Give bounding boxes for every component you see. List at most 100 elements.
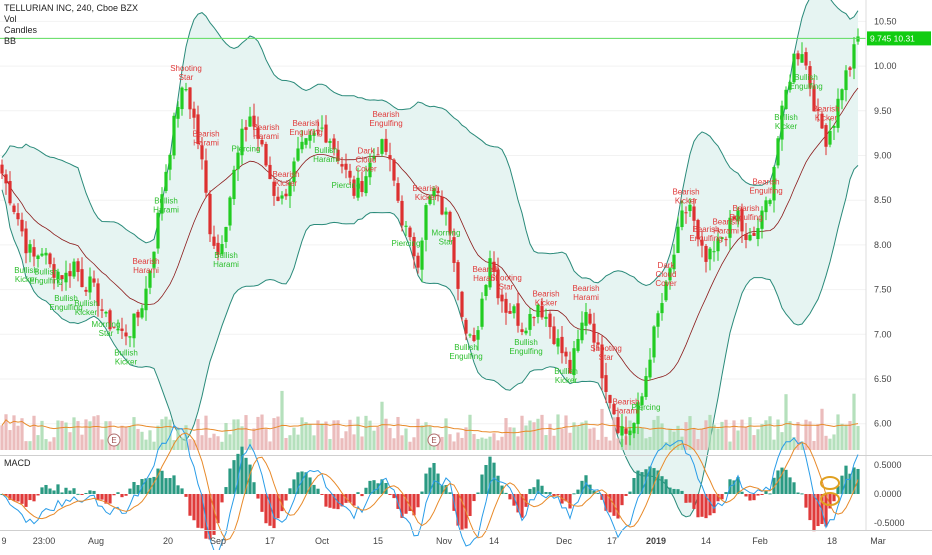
macd-histogram-bar: [484, 465, 488, 494]
candle-body: [524, 330, 528, 334]
candle-body: [468, 334, 472, 336]
macd-histogram-bar: [688, 494, 692, 503]
candle-body: [576, 338, 580, 351]
volume-bar: [848, 421, 852, 450]
macd-histogram-bar: [768, 493, 772, 495]
time-tick-label: 17: [607, 536, 617, 546]
volume-bar: [448, 434, 452, 450]
volume-bar: [88, 421, 92, 450]
volume-bar: [440, 436, 444, 450]
macd-histogram-bar: [436, 473, 440, 494]
candle-body: [752, 233, 756, 236]
candle-body: [648, 359, 652, 378]
candle-body: [384, 138, 388, 152]
legend-candles[interactable]: Candles: [4, 25, 38, 35]
volume-bar: [120, 425, 124, 450]
macd-histogram-bar: [508, 494, 512, 500]
pattern-label: Piercing: [232, 145, 261, 154]
volume-bar: [172, 440, 176, 450]
candle-body: [452, 237, 456, 263]
candle-body: [228, 197, 232, 226]
candle-body: [720, 237, 724, 240]
candle-body: [500, 294, 504, 302]
pattern-label: Bearish: [612, 397, 639, 406]
pattern-label: Bearish: [372, 110, 399, 119]
volume-bar: [660, 423, 664, 450]
price-tick-label: 6.50: [874, 374, 892, 384]
candle-body: [652, 326, 656, 358]
volume-bar: [92, 416, 96, 450]
volume-bar: [412, 437, 416, 450]
volume-bar: [708, 414, 712, 450]
macd-legend[interactable]: MACD: [4, 458, 31, 468]
candle-body: [636, 402, 640, 425]
candle-body: [0, 164, 4, 174]
macd-histogram-bar: [772, 477, 776, 494]
volume-bar: [672, 431, 676, 450]
macd-histogram-bar: [416, 494, 420, 508]
macd-histogram-bar: [776, 470, 780, 494]
candle-body: [448, 211, 452, 234]
time-tick-label: Oct: [315, 536, 330, 546]
candle-body: [852, 44, 856, 69]
macd-histogram-bar: [404, 494, 408, 514]
macd-histogram-bar: [40, 487, 44, 494]
candle-body: [100, 309, 104, 311]
macd-histogram-bar: [420, 491, 424, 494]
candle-body: [656, 313, 660, 327]
candle-body: [708, 248, 712, 260]
macd-histogram-bar: [64, 487, 68, 494]
volume-bar: [324, 421, 328, 450]
pattern-label: Bullish: [54, 294, 78, 303]
macd-histogram-bar: [696, 494, 700, 518]
volume-bar: [216, 436, 220, 450]
candle-body: [784, 89, 788, 110]
candle-body: [824, 125, 828, 147]
macd-histogram-bar: [856, 468, 860, 494]
candle-body: [600, 344, 604, 379]
macd-histogram-bar: [608, 494, 612, 513]
volume-bar: [304, 422, 308, 450]
volume-bar: [416, 418, 420, 450]
volume-bar: [180, 437, 184, 450]
candle-body: [492, 261, 496, 272]
candle-body: [156, 212, 160, 249]
volume-bar: [144, 439, 148, 450]
price-tick-label: 9.00: [874, 151, 892, 161]
volume-bar: [564, 415, 568, 450]
volume-bar: [340, 438, 344, 450]
macd-histogram-bar: [504, 492, 508, 494]
candle-body: [440, 196, 444, 215]
volume-bar: [732, 420, 736, 450]
macd-histogram-bar: [132, 481, 136, 494]
volume-bar: [220, 441, 224, 450]
candle-body: [496, 269, 500, 299]
candle-body: [28, 244, 32, 253]
pattern-label: Bullish: [34, 268, 58, 277]
volume-bar: [292, 427, 296, 450]
candle-body: [764, 200, 768, 213]
candle-body: [296, 148, 300, 161]
macd-histogram-bar: [468, 494, 472, 517]
macd-histogram-bar: [840, 475, 844, 494]
volume-bar: [4, 414, 8, 450]
candle-body: [120, 328, 124, 331]
candle-body: [472, 334, 476, 341]
price-tick-label: 7.50: [874, 285, 892, 295]
time-tick-label: 18: [827, 536, 837, 546]
volume-bar: [584, 420, 588, 450]
candle-body: [64, 272, 68, 283]
legend-bb[interactable]: BB: [4, 36, 17, 46]
macd-histogram-bar: [636, 470, 640, 494]
symbol-title: TELLURIAN INC, 240, Cboe BZX: [4, 3, 139, 13]
legend-vol[interactable]: Vol: [4, 14, 17, 24]
candle-body: [624, 428, 628, 434]
volume-bar: [404, 428, 408, 450]
volume-bar: [192, 440, 196, 450]
candle-body: [128, 336, 132, 338]
macd-histogram-bar: [552, 494, 556, 497]
pattern-label: Piercing: [332, 181, 361, 190]
signal-line: [1, 432, 859, 541]
